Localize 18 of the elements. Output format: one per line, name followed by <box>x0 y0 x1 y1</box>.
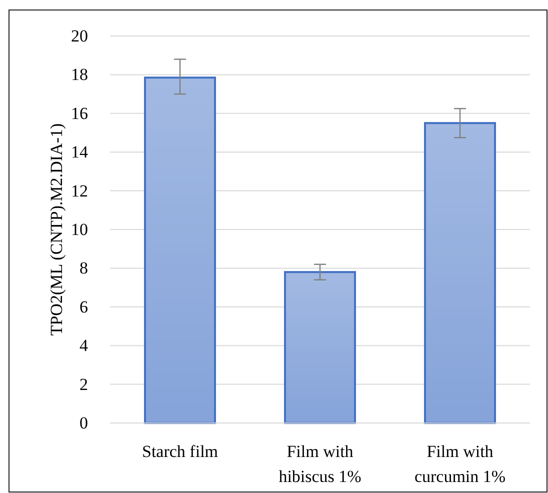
x-tick-label: Starch film <box>142 442 218 462</box>
y-tick-label: 2 <box>80 374 88 394</box>
y-tick-label: 0 <box>80 413 88 432</box>
bar <box>424 122 496 424</box>
y-tick-label: 8 <box>80 258 88 278</box>
y-tick-label: 18 <box>71 65 88 84</box>
x-tick-label: Film with curcumin 1% <box>414 442 506 486</box>
bar <box>284 271 356 424</box>
y-tick-label: 14 <box>71 142 88 162</box>
y-tick-label: 4 <box>80 336 88 356</box>
y-tick-label: 20 <box>71 26 88 46</box>
bar <box>144 76 216 424</box>
x-tick-label: Film with hibiscus 1% <box>278 442 362 486</box>
y-tick-label: 12 <box>71 181 88 200</box>
y-tick-label: 16 <box>71 104 88 123</box>
y-tick-label: 10 <box>71 220 88 239</box>
y-axis-title: TPO2(ML (CNTP).M2.DIA-1) <box>47 123 66 336</box>
y-tick-label: 6 <box>80 297 88 316</box>
